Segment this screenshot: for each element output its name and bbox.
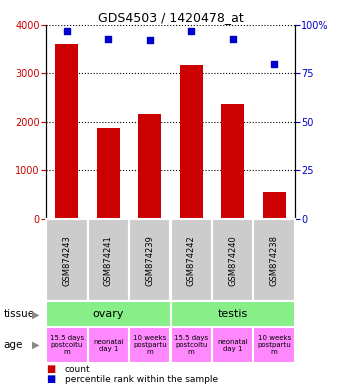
Point: [64, 28, 70, 34]
Bar: [97, 128, 120, 219]
Text: neonatal
day 1: neonatal day 1: [93, 339, 124, 351]
Text: GSM874241: GSM874241: [104, 235, 113, 286]
Text: 15.5 days
postcoitu
m: 15.5 days postcoitu m: [50, 335, 84, 355]
Text: 10 weeks
postpartu
m: 10 weeks postpartu m: [133, 335, 167, 355]
Bar: [180, 65, 203, 219]
Title: GDS4503 / 1420478_at: GDS4503 / 1420478_at: [98, 11, 243, 24]
Text: ovary: ovary: [92, 309, 124, 319]
Text: ■: ■: [46, 374, 55, 384]
Text: tissue: tissue: [3, 309, 34, 319]
Point: [189, 28, 194, 34]
Point: [147, 37, 152, 43]
Text: ▶: ▶: [32, 309, 40, 319]
Text: ■: ■: [46, 364, 55, 374]
Text: count: count: [65, 365, 90, 374]
Point: [106, 35, 111, 41]
Point: [230, 35, 235, 41]
Bar: [221, 104, 244, 219]
Text: GSM874242: GSM874242: [187, 235, 196, 286]
Text: 10 weeks
postpartu
m: 10 weeks postpartu m: [257, 335, 291, 355]
Point: [271, 61, 277, 67]
Text: percentile rank within the sample: percentile rank within the sample: [65, 375, 218, 384]
Text: GSM874238: GSM874238: [270, 235, 279, 286]
Bar: [263, 192, 286, 219]
Text: neonatal
day 1: neonatal day 1: [217, 339, 248, 351]
Text: GSM874240: GSM874240: [228, 235, 237, 286]
Bar: [55, 44, 78, 219]
Text: 15.5 days
postcoitu
m: 15.5 days postcoitu m: [174, 335, 208, 355]
Text: testis: testis: [218, 309, 248, 319]
Bar: [138, 114, 161, 219]
Text: ▶: ▶: [32, 340, 40, 350]
Text: GSM874243: GSM874243: [62, 235, 71, 286]
Text: age: age: [3, 340, 23, 350]
Text: GSM874239: GSM874239: [145, 235, 154, 286]
